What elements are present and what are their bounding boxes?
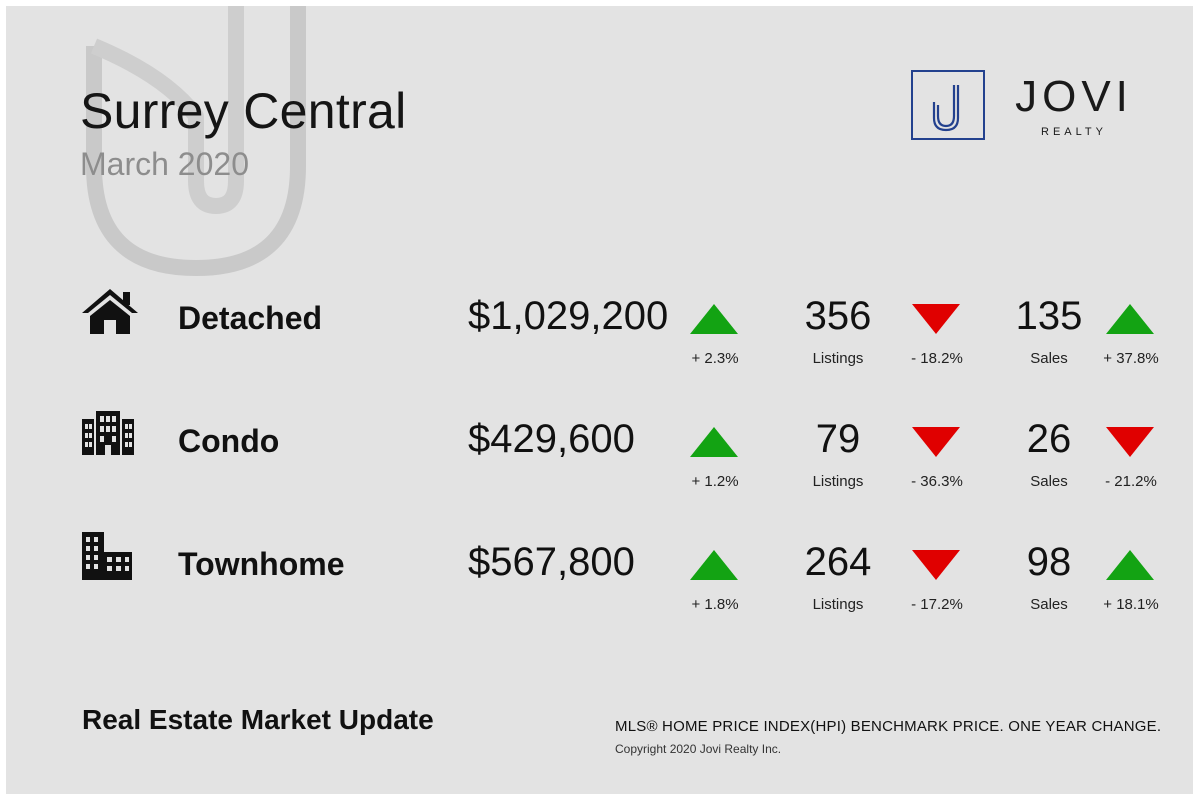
benchmark-price: $567,800 [468, 540, 635, 584]
townhome-building-icon [82, 532, 132, 580]
listings-change: - 36.3% [911, 473, 963, 490]
listings-count: 264 [804, 540, 872, 584]
page-subtitle: March 2020 [80, 146, 249, 182]
sales-change: - 21.2% [1105, 473, 1157, 490]
row-townhome: Townhome $567,800 + 1.8% 264 Listings - … [6, 532, 1193, 632]
logo-name: JOVI [1015, 72, 1133, 121]
jovi-logo-mark [911, 70, 985, 140]
listings-change: - 18.2% [911, 350, 963, 367]
listings-label: Listings [812, 596, 864, 613]
sales-count: 98 [1026, 540, 1072, 584]
benchmark-price: $1,029,200 [468, 294, 669, 338]
trend-up-icon [690, 304, 738, 334]
price-change: + 1.2% [691, 473, 739, 490]
row-name: Townhome [178, 546, 345, 582]
footer-note: MLS® HOME PRICE INDEX(HPI) BENCHMARK PRI… [615, 718, 1162, 735]
benchmark-price: $429,600 [468, 417, 635, 461]
listings-count: 79 [815, 417, 861, 461]
sales-label: Sales [1030, 596, 1068, 613]
listings-label: Listings [812, 350, 864, 367]
market-update-card: Surrey Central March 2020 JOVI REALTY De… [6, 6, 1193, 794]
page-title: Surrey Central [80, 83, 407, 139]
trend-up-icon [1106, 304, 1154, 334]
sales-count: 135 [1015, 294, 1083, 338]
sales-label: Sales [1030, 473, 1068, 490]
trend-down-icon [912, 550, 960, 580]
listings-change: - 17.2% [911, 596, 963, 613]
jovi-j-icon [932, 85, 960, 132]
price-change: + 2.3% [691, 350, 739, 367]
sales-count: 26 [1026, 417, 1072, 461]
trend-up-icon [690, 550, 738, 580]
trend-up-icon [690, 427, 738, 457]
row-name: Detached [178, 300, 323, 336]
condo-building-icon [82, 411, 134, 455]
trend-down-icon [912, 427, 960, 457]
row-name: Condo [178, 423, 280, 459]
house-icon [82, 289, 138, 334]
price-change: + 1.8% [691, 596, 739, 613]
listings-count: 356 [804, 294, 872, 338]
footer-title: Real Estate Market Update [82, 704, 434, 735]
sales-label: Sales [1030, 350, 1068, 367]
trend-down-icon [1106, 427, 1154, 457]
trend-down-icon [912, 304, 960, 334]
listings-label: Listings [812, 473, 864, 490]
logo-tagline: REALTY [1041, 126, 1107, 138]
jovi-watermark-icon [86, 6, 306, 276]
copyright: Copyright 2020 Jovi Realty Inc. [615, 742, 782, 756]
trend-up-icon [1106, 550, 1154, 580]
sales-change: + 37.8% [1103, 350, 1159, 367]
row-condo: Condo $429,600 + 1.2% 79 Listings - 36.3… [6, 409, 1193, 509]
sales-change: + 18.1% [1103, 596, 1159, 613]
row-detached: Detached $1,029,200 + 2.3% 356 Listings … [6, 286, 1193, 386]
